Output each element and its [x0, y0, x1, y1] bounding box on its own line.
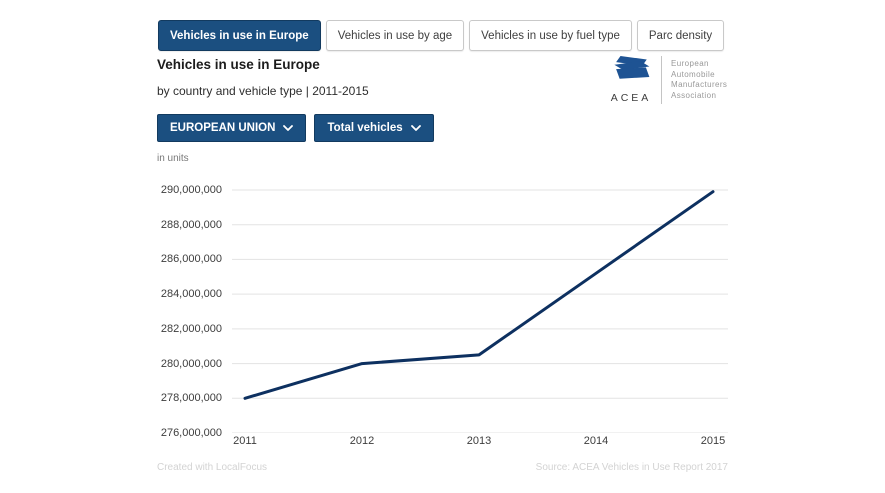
line-chart: 290,000,000 288,000,000 286,000,000 284,000…	[130, 184, 736, 475]
y-tick-label: 288,000,000	[160, 218, 222, 231]
x-tick-label: 2015	[700, 435, 726, 447]
series-line	[243, 190, 715, 400]
x-tick-label: 2013	[466, 435, 492, 447]
acea-logo: ACEA European Automobile Manufacturers A…	[610, 56, 727, 104]
tab-parc-density[interactable]: Parc density	[636, 20, 725, 51]
y-tick-label: 280,000,000	[160, 357, 222, 370]
units-label: in units	[157, 153, 189, 164]
plot-area	[232, 189, 728, 433]
logo-divider	[661, 56, 662, 104]
acea-logo-mark: ACEA	[610, 56, 661, 104]
acea-blocks-icon	[610, 56, 652, 89]
y-axis-labels: 290,000,000 288,000,000 286,000,000 284,000…	[130, 184, 222, 439]
x-tick-label: 2014	[583, 435, 609, 447]
x-axis-labels: 2011 2012 2013 2014 2015	[232, 435, 728, 451]
region-dropdown[interactable]: EUROPEAN UNION	[157, 114, 307, 142]
chevron-down-icon	[410, 125, 421, 131]
x-tick-label: 2011	[233, 435, 257, 447]
region-dropdown-value: EUROPEAN UNION	[170, 122, 276, 134]
source-credit: Source: ACEA Vehicles in Use Report 2017	[535, 462, 728, 473]
chart-footer: Created with LocalFocus Source: ACEA Veh…	[157, 462, 728, 473]
y-tick-label: 282,000,000	[160, 322, 222, 335]
y-tick-label: 286,000,000	[160, 253, 222, 266]
tab-vehicles-in-use-by-fuel-type[interactable]: Vehicles in use by fuel type	[469, 20, 632, 51]
localfocus-credit: Created with LocalFocus	[157, 462, 268, 473]
page-subtitle: by country and vehicle type | 2011-2015	[157, 84, 369, 98]
x-tick-label: 2012	[349, 435, 375, 447]
page-title: Vehicles in use in Europe	[157, 57, 320, 72]
acea-org-name: European Automobile Manufacturers Associ…	[671, 59, 728, 100]
tab-vehicles-in-use-by-age[interactable]: Vehicles in use by age	[325, 20, 465, 51]
chart-filters: EUROPEAN UNION Total vehicles	[157, 114, 434, 142]
y-tick-label: 290,000,000	[160, 184, 222, 196]
y-tick-label: 278,000,000	[160, 392, 222, 405]
y-tick-label: 276,000,000	[160, 427, 222, 439]
chevron-down-icon	[283, 125, 294, 131]
chart-tabs: Vehicles in use in Europe Vehicles in us…	[158, 20, 725, 51]
y-tick-label: 284,000,000	[160, 288, 222, 301]
acea-acronym: ACEA	[610, 92, 652, 104]
vehicle-type-dropdown-value: Total vehicles	[327, 122, 403, 134]
vehicle-type-dropdown[interactable]: Total vehicles	[314, 114, 434, 142]
tab-vehicles-in-use-in-europe[interactable]: Vehicles in use in Europe	[158, 20, 321, 51]
